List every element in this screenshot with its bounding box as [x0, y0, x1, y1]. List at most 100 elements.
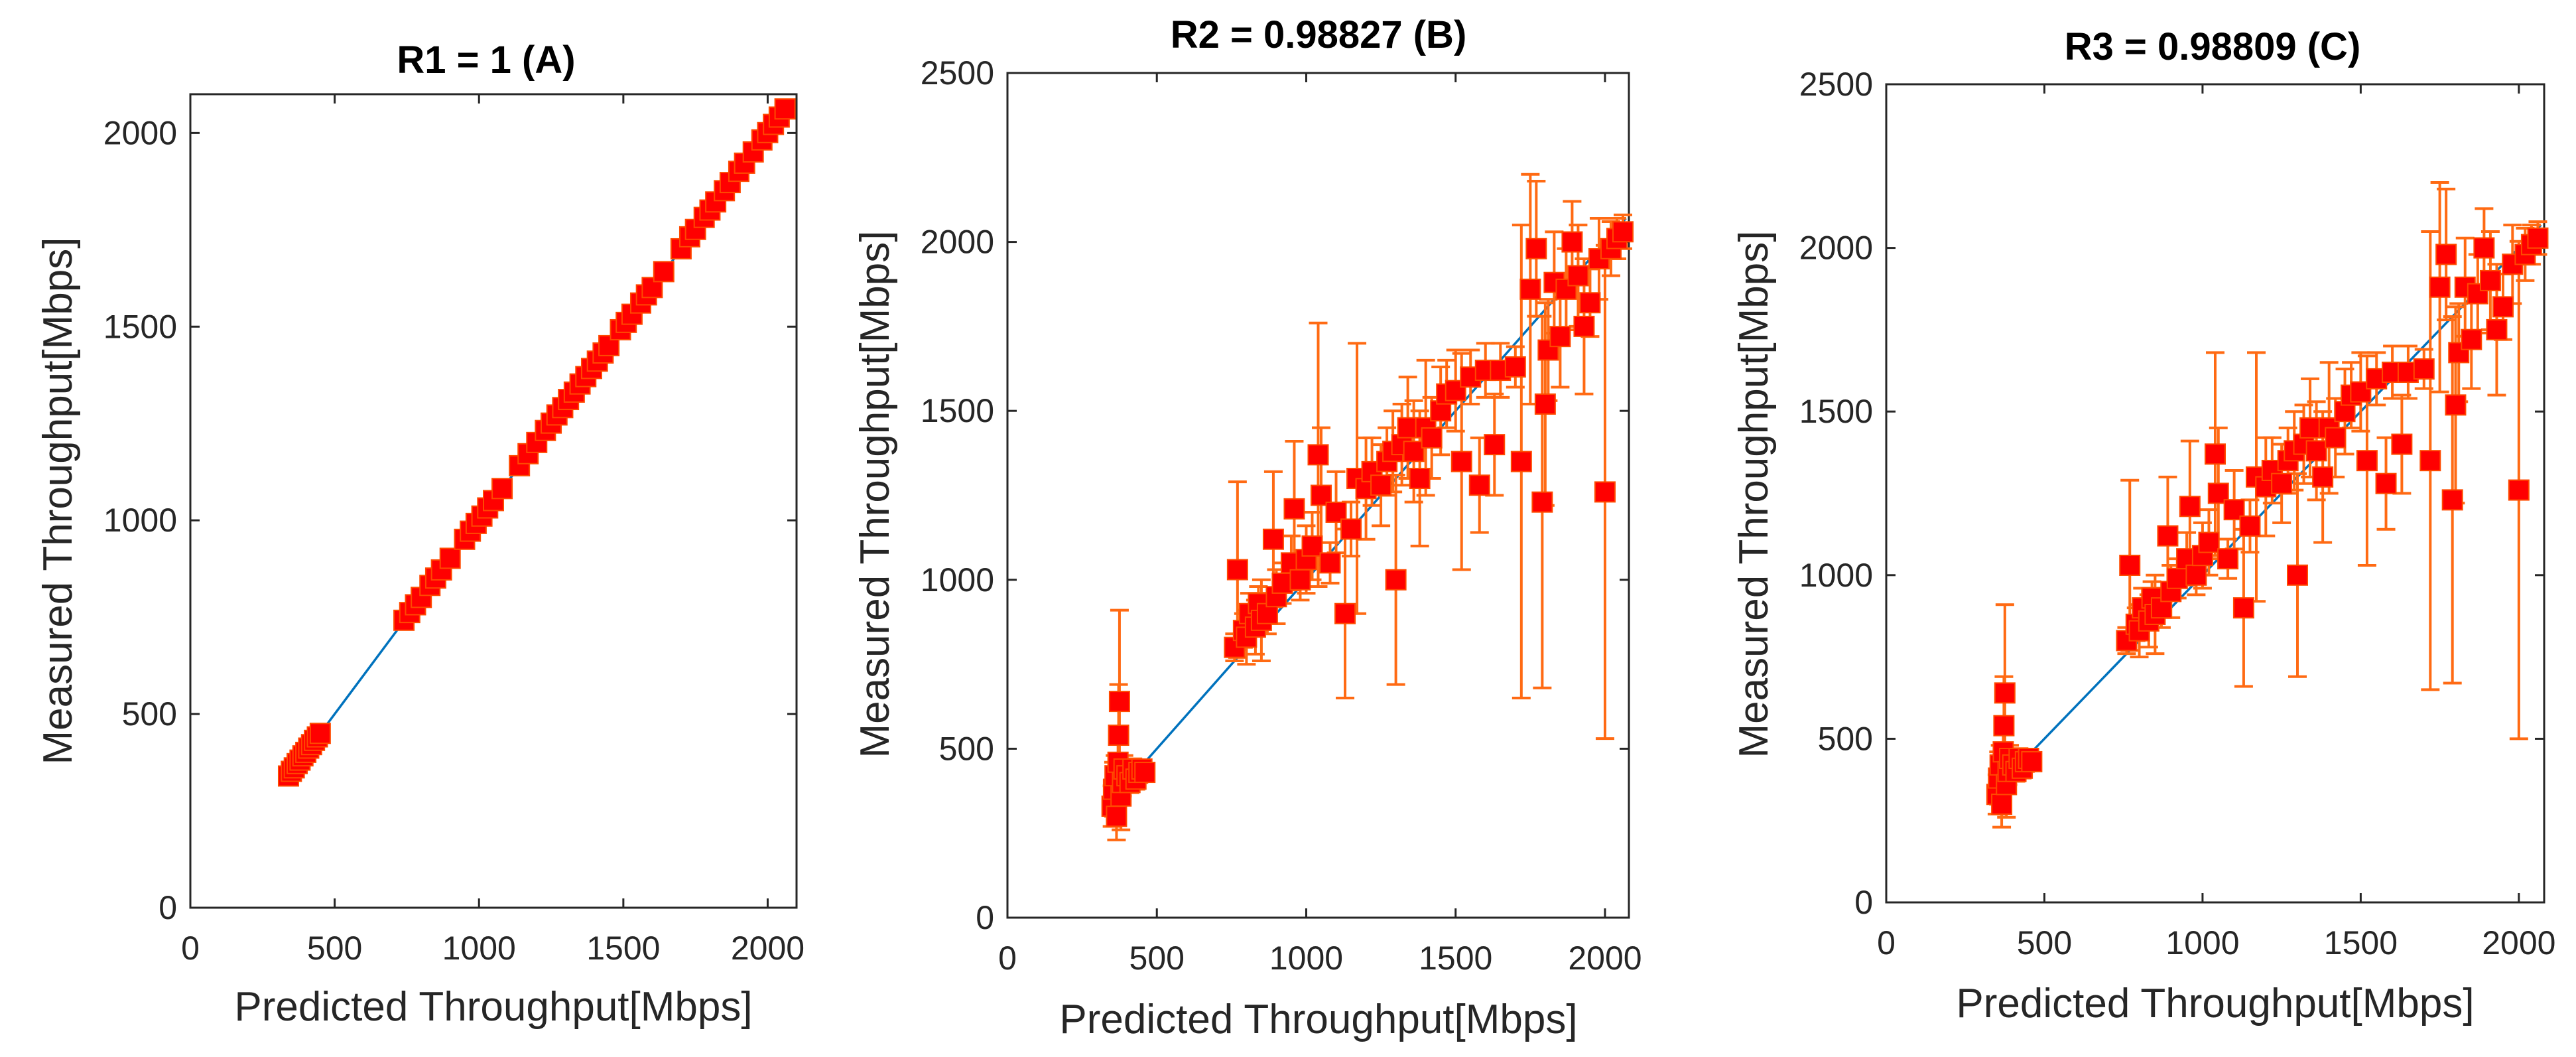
panel-c-data-point — [2185, 564, 2207, 586]
panel-a-ytick-label: 0 — [159, 889, 177, 926]
panel-c-data-point — [2429, 276, 2451, 298]
panel-b-data-point — [1450, 451, 1472, 472]
panel-b-data-point — [1397, 417, 1419, 439]
panel-b-data-point — [1549, 326, 1571, 348]
panel-c-data-point — [2527, 227, 2549, 249]
panel-c-ytick-label: 500 — [1818, 720, 1873, 757]
panel-c-ytick-label: 1500 — [1799, 393, 1873, 430]
panel-b-data-point — [1525, 238, 1547, 259]
panel-c-data-point — [2179, 496, 2201, 518]
panel-c-data-point — [2299, 417, 2321, 439]
panel-b-data-point — [1319, 552, 1341, 574]
panel-c-axes-frame — [1885, 83, 2545, 904]
panel-b-data-point — [1567, 265, 1589, 287]
panel-c-xtick-label: 2000 — [2482, 924, 2555, 961]
panel-b-xtick-label: 1000 — [1269, 940, 1343, 977]
panel-c-title: R3 = 0.98809 (C) — [2065, 25, 2361, 68]
panel-b-data-point — [1573, 315, 1595, 337]
panel-c-data-point — [2205, 443, 2226, 465]
panel-c-data-point — [2486, 318, 2508, 340]
panel-c-data-point — [2492, 296, 2514, 318]
panel-c-data-point — [1993, 715, 2015, 737]
panel-b-data-point — [1579, 292, 1601, 314]
panel-b-data-point — [1468, 474, 1490, 496]
panel-c-data-point — [2119, 555, 2141, 577]
panel-c-data-point — [2441, 489, 2463, 511]
panel-c-data-point — [2473, 237, 2495, 259]
panel-c-data-point — [2419, 450, 2441, 472]
panel-b-ylabel: Measured Throughput[Mbps] — [852, 231, 898, 758]
panel-b-data-point — [1106, 806, 1127, 827]
panel-c-xtick-label: 1500 — [2324, 924, 2398, 961]
panel-c-xtick-label: 500 — [2017, 924, 2072, 961]
panel-c-data-point — [2287, 564, 2308, 586]
panel-c-data-point — [2021, 750, 2043, 772]
panel-b-xlabel: Predicted Throughput[Mbps] — [1059, 997, 1577, 1042]
panel-b-data-point — [1534, 393, 1556, 415]
panel-a-ytick-label: 500 — [122, 695, 177, 733]
panel-b-data-point — [1226, 559, 1248, 581]
panel-a-ylabel: Measured Throughput[Mbps] — [35, 238, 81, 765]
panel-a-xlabel: Predicted Throughput[Mbps] — [234, 984, 752, 1030]
panel-b-ytick-label: 2000 — [921, 224, 994, 261]
panel-c-data-point — [2435, 244, 2457, 265]
panel-b-ytick-label: 0 — [976, 899, 994, 936]
panel-b-data-point — [1289, 569, 1311, 591]
panel-b-data-point — [1385, 569, 1407, 591]
panel-b-data-point — [1108, 691, 1130, 713]
panel-c-data-point — [2461, 328, 2482, 350]
panel-b-ytick-label: 1500 — [921, 392, 994, 429]
panel-a-data-point — [309, 723, 331, 744]
panel-b-data-point — [1262, 528, 1284, 550]
panel-a-data-point — [774, 98, 796, 120]
panel-a-xtick-label: 1000 — [442, 930, 516, 967]
panel-b-xtick-label: 2000 — [1568, 940, 1642, 977]
panel-c-data-point — [2445, 394, 2467, 416]
panel-a-data-point — [439, 547, 461, 569]
panel-c-data-point — [2239, 515, 2261, 537]
panel-a-ytick-label: 1500 — [103, 308, 177, 345]
panel-b-data-point — [1484, 434, 1506, 456]
panel-b-data-point — [1409, 468, 1431, 490]
panel-c-data-point — [2350, 381, 2372, 403]
panel-c-ylabel: Measured Throughput[Mbps] — [1731, 231, 1777, 758]
panel-b-data-point — [1307, 444, 1329, 466]
panel-c-ytick-label: 0 — [1854, 884, 1873, 921]
panel-b-data-point — [1594, 481, 1616, 503]
panel-a-data-point — [491, 478, 513, 500]
panel-b-ytick-label: 2500 — [921, 54, 994, 92]
panel-a: R1 = 1 (A) Predicted Throughput[Mbps] Me… — [35, 38, 805, 1030]
panel-a-ytick-label: 1000 — [103, 502, 177, 539]
panel-c-xlabel: Predicted Throughput[Mbps] — [1956, 981, 2474, 1026]
panel-c-data-point — [2356, 450, 2378, 472]
panel-b-data-point — [1334, 602, 1356, 624]
panel-a-axes-frame — [189, 93, 798, 909]
panel-c-ytick-label: 2000 — [1799, 230, 1873, 267]
panel-b-data-point — [1510, 451, 1532, 472]
panel-b-data-point — [1301, 535, 1323, 557]
panel-b-data-point — [1325, 501, 1347, 523]
panel-b: R2 = 0.98827 (B) Predicted Throughput[Mb… — [852, 13, 1642, 1042]
panel-c: R3 = 0.98809 (C) Predicted Throughput[Mb… — [1731, 25, 2555, 1026]
panel-a-xtick-label: 1500 — [586, 930, 660, 967]
panel-a-ytick-label: 2000 — [103, 114, 177, 151]
panel-a-xtick-label: 2000 — [731, 930, 805, 967]
panel-b-data-point — [1445, 380, 1466, 401]
panel-c-data-point — [1991, 794, 2013, 815]
panel-b-title: R2 = 0.98827 (B) — [1171, 13, 1467, 56]
panel-b-data-point — [1519, 278, 1541, 300]
panel-b-xtick-label: 0 — [998, 940, 1017, 977]
panel-b-data-point — [1283, 498, 1305, 520]
panel-b-data-point — [1561, 231, 1583, 253]
panel-c-data-point — [2375, 472, 2397, 494]
panel-b-axes-frame — [1006, 72, 1630, 919]
panel-c-data-point — [2325, 427, 2347, 449]
panel-b-data-point — [1504, 356, 1526, 378]
panel-b-xtick-label: 1500 — [1419, 940, 1492, 977]
panel-a-xtick-label: 0 — [181, 930, 200, 967]
panel-c-xtick-label: 0 — [1877, 924, 1896, 961]
panel-c-data-point — [2413, 358, 2435, 380]
panel-c-data-point — [2508, 479, 2530, 501]
panel-c-data-point — [2198, 531, 2220, 553]
